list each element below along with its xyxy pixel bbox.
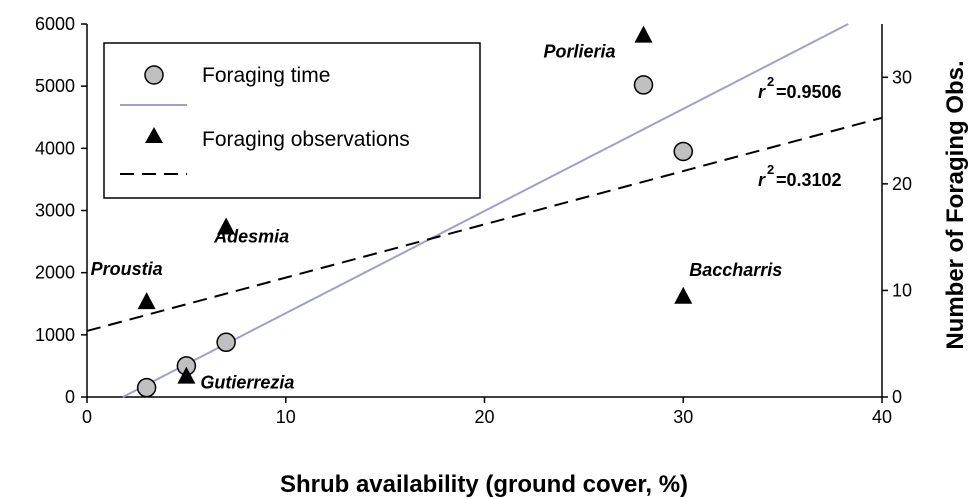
right-y-tick-label: 0 [892, 387, 902, 407]
species-label-gutierrezia: Gutierrezia [200, 373, 294, 393]
svg-text:2: 2 [767, 74, 774, 89]
right-y-tick-label: 30 [892, 67, 912, 87]
left-y-tick-label: 1000 [35, 325, 75, 345]
svg-text:r: r [758, 82, 766, 102]
legend-circle-marker [144, 65, 164, 85]
species-annotations: Proustia Gutierrezia Adesmia Porlieria Bacch… [91, 42, 783, 393]
right-y-tick-label: 20 [892, 174, 912, 194]
species-label-proustia: Proustia [91, 259, 163, 279]
legend: Foraging time Foraging observations [103, 42, 481, 199]
legend-triangle-marker [145, 127, 163, 143]
legend-label-foraging-time: Foraging time [202, 64, 330, 87]
trendline-foraging-time [122, 23, 849, 398]
legend-label-foraging-obs: Foraging observations [202, 128, 410, 151]
left-y-tick-label: 2000 [35, 263, 75, 283]
right-y-tick-label: 10 [892, 280, 912, 300]
svg-text:r: r [758, 170, 766, 190]
left-y-tick-label: 0 [65, 387, 75, 407]
right-y-axis-title: Number of Foraging Obs. [942, 60, 969, 349]
x-tick-label: 40 [872, 407, 892, 427]
r2-label-foraging-time: r 2 =0.9506 [758, 74, 842, 102]
x-tick-label: 30 [673, 407, 693, 427]
foraging-obs-point [177, 366, 196, 384]
left-y-tick-label: 6000 [35, 14, 75, 34]
species-label-baccharris: Baccharris [689, 260, 782, 280]
foraging-obs-point [674, 286, 693, 304]
x-axis-ticks: 0 10 20 30 40 [82, 397, 892, 427]
foraging-obs-point [217, 217, 236, 235]
foraging-time-point [216, 332, 236, 353]
x-tick-label: 20 [474, 407, 494, 427]
r2-label-foraging-obs: r 2 =0.3102 [758, 162, 842, 190]
species-label-adesmia: Adesmia [213, 226, 289, 246]
trendline-foraging-obs [86, 116, 883, 332]
left-y-tick-label: 3000 [35, 201, 75, 221]
foraging-time-point [633, 75, 654, 95]
left-y-tick-label: 5000 [35, 76, 75, 96]
trendlines [86, 23, 883, 398]
foraging-obs-point [634, 25, 653, 43]
x-tick-label: 0 [82, 407, 92, 427]
foraging-time-point [136, 377, 157, 398]
right-y-axis-ticks: 0 10 20 30 [882, 67, 912, 407]
left-y-axis-ticks: 0 1000 2000 3000 4000 5000 6000 [35, 14, 87, 407]
x-tick-label: 10 [276, 407, 296, 427]
x-axis-title: Shrub availability (ground cover, %) [280, 471, 688, 498]
species-label-porlieria: Porlieria [544, 42, 616, 62]
data-points [136, 25, 693, 398]
svg-text:2: 2 [767, 162, 774, 177]
left-y-tick-label: 4000 [35, 138, 75, 158]
r2-value-foraging-obs: =0.3102 [776, 170, 842, 190]
foraging-obs-point [137, 292, 156, 310]
foraging-time-point [673, 141, 693, 162]
r2-value-foraging-time: =0.9506 [776, 82, 842, 102]
